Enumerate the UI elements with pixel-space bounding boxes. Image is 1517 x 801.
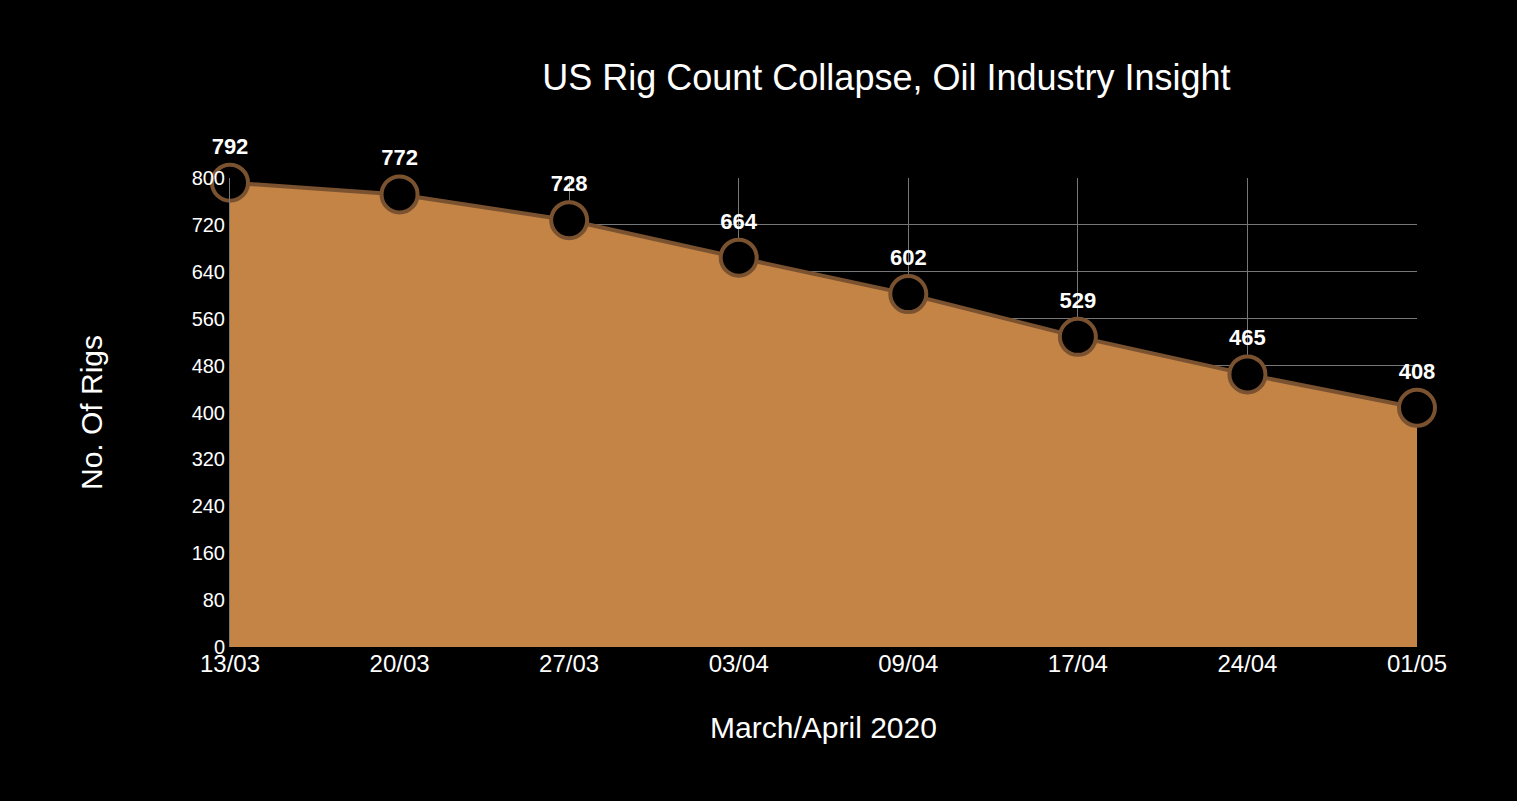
svg-text:529: 529 xyxy=(1060,288,1097,313)
svg-text:792: 792 xyxy=(212,134,249,159)
svg-text:24/04: 24/04 xyxy=(1217,650,1277,677)
svg-text:US Rig Count Collapse, Oil Ind: US Rig Count Collapse, Oil Industry Insi… xyxy=(542,57,1230,98)
svg-text:0: 0 xyxy=(214,636,225,658)
svg-text:240: 240 xyxy=(192,495,225,517)
svg-text:20/03: 20/03 xyxy=(370,650,430,677)
svg-text:602: 602 xyxy=(890,245,927,270)
svg-text:09/04: 09/04 xyxy=(878,650,938,677)
svg-text:No. Of Rigs: No. Of Rigs xyxy=(75,335,108,490)
svg-text:17/04: 17/04 xyxy=(1048,650,1108,677)
svg-text:664: 664 xyxy=(720,209,757,234)
svg-text:13/03: 13/03 xyxy=(200,650,260,677)
svg-text:400: 400 xyxy=(192,402,225,424)
svg-text:640: 640 xyxy=(192,261,225,283)
svg-text:01/05: 01/05 xyxy=(1387,650,1447,677)
svg-text:480: 480 xyxy=(192,355,225,377)
svg-text:772: 772 xyxy=(381,145,418,170)
svg-text:03/04: 03/04 xyxy=(709,650,769,677)
svg-text:320: 320 xyxy=(192,448,225,470)
svg-text:720: 720 xyxy=(192,214,225,236)
svg-text:408: 408 xyxy=(1399,359,1436,384)
svg-text:March/April 2020: March/April 2020 xyxy=(710,711,937,744)
svg-text:800: 800 xyxy=(192,167,225,189)
svg-text:465: 465 xyxy=(1229,325,1266,350)
svg-text:160: 160 xyxy=(192,542,225,564)
svg-text:80: 80 xyxy=(203,589,225,611)
svg-text:27/03: 27/03 xyxy=(539,650,599,677)
svg-text:728: 728 xyxy=(551,171,588,196)
svg-text:560: 560 xyxy=(192,308,225,330)
